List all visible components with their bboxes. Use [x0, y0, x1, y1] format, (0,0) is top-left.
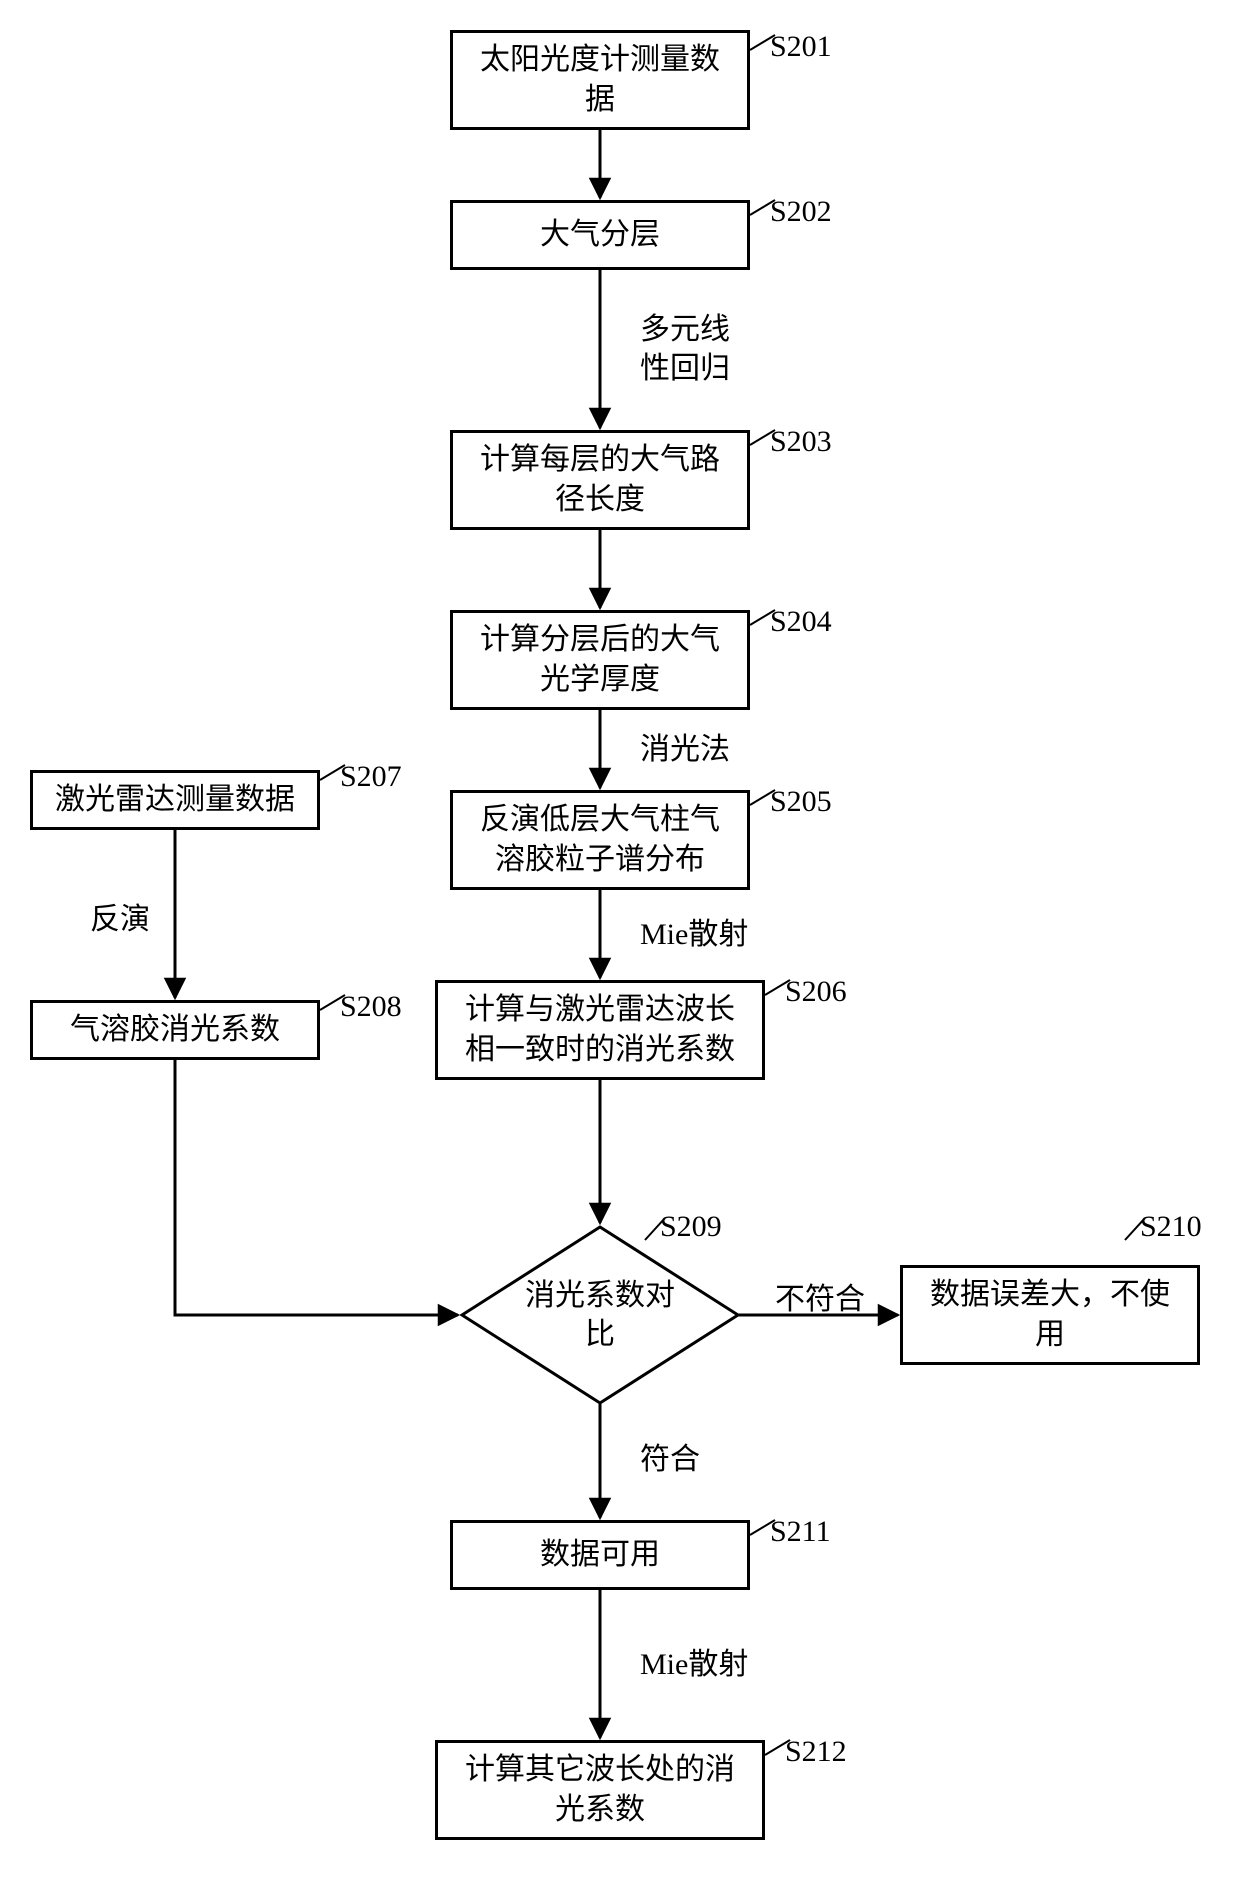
label-209-210: 不符合: [775, 1280, 865, 1319]
step-s208: S208: [340, 990, 402, 1024]
node-s203: 计算每层的大气路径长度: [450, 430, 750, 530]
node-s205: 反演低层大气柱气溶胶粒子谱分布: [450, 790, 750, 890]
node-s208-text: 气溶胶消光系数: [70, 1010, 280, 1051]
step-s201: S201: [770, 30, 832, 64]
node-s201-text: 太阳光度计测量数据: [480, 40, 720, 121]
step-s206: S206: [785, 975, 847, 1009]
node-s212-text: 计算其它波长处的消光系数: [465, 1750, 735, 1831]
node-s209-text: 消光系数对比: [525, 1276, 675, 1354]
node-s206-text: 计算与激光雷达波长相一致时的消光系数: [465, 990, 735, 1071]
node-s211: 数据可用: [450, 1520, 750, 1590]
step-s204: S204: [770, 605, 832, 639]
node-s207: 激光雷达测量数据: [30, 770, 320, 830]
node-s202: 大气分层: [450, 200, 750, 270]
step-s212: S212: [785, 1735, 847, 1769]
node-s206: 计算与激光雷达波长相一致时的消光系数: [435, 980, 765, 1080]
label-209-211: 符合: [640, 1440, 700, 1479]
node-s204: 计算分层后的大气光学厚度: [450, 610, 750, 710]
label-202-203: 多元线性回归: [640, 310, 730, 388]
step-s211: S211: [770, 1515, 831, 1549]
step-s209: S209: [660, 1210, 722, 1244]
node-s212: 计算其它波长处的消光系数: [435, 1740, 765, 1840]
node-s211-text: 数据可用: [540, 1535, 660, 1576]
step-s205: S205: [770, 785, 832, 819]
node-s208: 气溶胶消光系数: [30, 1000, 320, 1060]
node-s204-text: 计算分层后的大气光学厚度: [480, 620, 720, 701]
node-s209: 消光系数对比: [460, 1225, 740, 1405]
label-207-208: 反演: [90, 900, 150, 939]
label-211-212: Mie散射: [640, 1645, 748, 1684]
node-s210-text: 数据误差大，不使用: [930, 1275, 1170, 1356]
node-s210: 数据误差大，不使用: [900, 1265, 1200, 1365]
node-s202-text: 大气分层: [540, 215, 660, 256]
step-s202: S202: [770, 195, 832, 229]
step-s207: S207: [340, 760, 402, 794]
node-s207-text: 激光雷达测量数据: [55, 780, 295, 821]
step-s210: S210: [1140, 1210, 1202, 1244]
step-s203: S203: [770, 425, 832, 459]
label-204-205: 消光法: [640, 730, 730, 769]
node-s201: 太阳光度计测量数据: [450, 30, 750, 130]
node-s205-text: 反演低层大气柱气溶胶粒子谱分布: [480, 800, 720, 881]
node-s203-text: 计算每层的大气路径长度: [480, 440, 720, 521]
arrows-layer: [0, 0, 1240, 1888]
label-205-206: Mie散射: [640, 915, 748, 954]
